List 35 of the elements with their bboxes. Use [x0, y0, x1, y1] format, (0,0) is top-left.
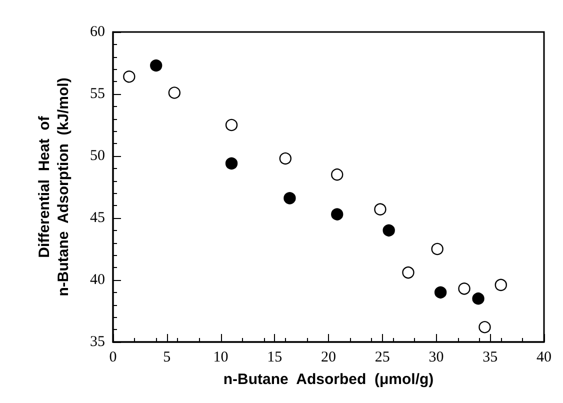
point: [331, 168, 344, 181]
x-tick-label: 0: [109, 350, 117, 366]
point: [225, 118, 238, 132]
x-tick-label: 15: [267, 350, 282, 366]
x-tick-label: 30: [428, 350, 444, 366]
point: [478, 321, 491, 334]
point: [458, 282, 470, 295]
x-tick-label: 20: [321, 350, 336, 366]
point: [472, 292, 484, 305]
point: [284, 192, 296, 204]
point: [434, 286, 447, 298]
y-tick-label: 60: [90, 24, 105, 40]
point: [494, 278, 507, 292]
y-tick-label: 45: [90, 210, 105, 226]
y-tick-label: 50: [90, 148, 105, 164]
point: [331, 208, 344, 220]
point: [431, 242, 444, 256]
point: [402, 266, 414, 279]
y-tick-label: 55: [90, 86, 105, 102]
x-tick-label: 5: [163, 350, 171, 366]
y-tick-label: 35: [90, 334, 105, 350]
point: [374, 203, 386, 216]
point: [382, 224, 395, 236]
point: [168, 86, 181, 99]
x-tick-label: 35: [482, 350, 498, 366]
point: [279, 152, 292, 165]
x-axis-title: n-Butane Adsorbed (μmol/g): [223, 370, 434, 388]
y-axis-title: Differential Heat of n-Butane Adsorption (kJ/mol): [36, 78, 72, 296]
x-tick-label: 10: [213, 350, 228, 366]
x-tick-label: 25: [374, 350, 390, 366]
point: [225, 157, 238, 170]
y-tick-label: 40: [90, 272, 105, 288]
point: [123, 70, 136, 83]
point: [150, 59, 162, 72]
x-tick-label: 40: [536, 350, 552, 366]
